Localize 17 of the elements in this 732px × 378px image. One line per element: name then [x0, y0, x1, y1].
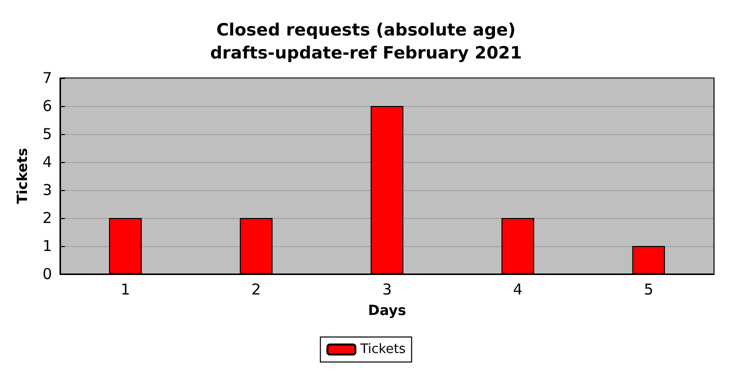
- x-tick-label: 1: [120, 280, 130, 298]
- y-tick-label: 0: [42, 265, 52, 283]
- y-tick-label: 3: [42, 181, 52, 199]
- y-tick-label: 6: [42, 97, 52, 115]
- y-tick-label: 7: [42, 69, 52, 87]
- x-tick-label: 5: [644, 280, 654, 298]
- y-axis-title: Tickets: [15, 148, 31, 204]
- x-tick-label: 4: [513, 280, 523, 298]
- y-tick-label: 5: [42, 125, 52, 143]
- y-tick-label: 2: [42, 209, 52, 227]
- chart-title: Closed requests (absolute age) drafts-update-ref February 2021: [210, 20, 522, 64]
- y-tick-label: 4: [42, 153, 52, 171]
- legend-label: Tickets: [359, 342, 406, 357]
- x-tick-label: 2: [251, 280, 261, 298]
- y-tick-label: 1: [42, 237, 52, 255]
- x-axis-title: Days: [368, 303, 406, 319]
- x-tick-label: 3: [382, 280, 392, 298]
